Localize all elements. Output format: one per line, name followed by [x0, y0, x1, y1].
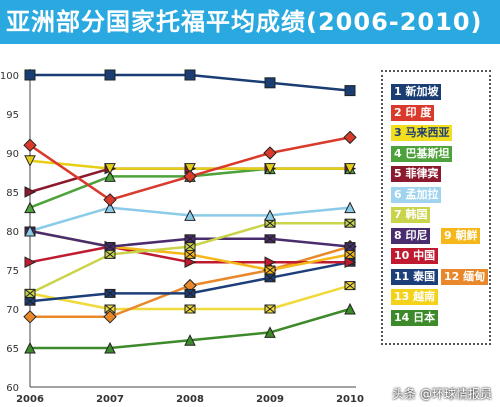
- y-tick-label: 60: [6, 383, 19, 394]
- y-tick-label: 100: [0, 71, 19, 82]
- legend-item: 10 中国: [391, 248, 439, 264]
- data-point: [24, 201, 36, 214]
- legend-item: 2 印 度: [391, 104, 435, 121]
- data-point: [344, 256, 357, 269]
- data-point: [104, 170, 116, 182]
- data-point: [184, 249, 196, 259]
- data-point: [24, 186, 37, 198]
- data-point: [103, 310, 117, 324]
- data-point: [184, 69, 196, 81]
- data-point: [104, 304, 116, 314]
- y-tick-label: 90: [6, 149, 19, 160]
- data-point: [344, 163, 356, 175]
- data-point: [24, 69, 36, 81]
- legend-item: 8 印尼: [391, 227, 431, 244]
- data-point: [104, 69, 116, 81]
- data-point: [184, 242, 196, 252]
- watermark: 头条 @环球情报员: [392, 387, 492, 401]
- data-point: [24, 224, 36, 237]
- data-point: [264, 273, 276, 283]
- legend-item: 9 朝鲜: [441, 227, 481, 244]
- data-point: [183, 169, 197, 184]
- data-point: [264, 256, 277, 269]
- legend-item: 1 新加坡: [391, 84, 442, 100]
- data-point: [23, 138, 37, 152]
- data-point: [344, 85, 356, 97]
- legend-item: 4 巴基斯坦: [391, 145, 453, 162]
- data-point: [344, 201, 356, 214]
- x-tick-label: 2010: [336, 394, 364, 405]
- legend-item: 14 日本: [391, 309, 439, 326]
- x-tick-label: 2009: [256, 394, 284, 405]
- data-point: [264, 265, 276, 275]
- data-point: [104, 163, 116, 175]
- chart-legend: 1 新加坡 2 印 度 3 马来西亚 4 巴基斯坦 5 菲律宾 6 孟加拉 7 韩国 8 印尼…: [381, 70, 491, 345]
- data-point: [104, 201, 116, 214]
- legend-item: 6 孟加拉: [391, 186, 442, 203]
- y-tick-label: 85: [6, 188, 19, 199]
- data-point: [264, 326, 276, 338]
- data-point: [24, 155, 36, 167]
- data-point: [263, 146, 277, 160]
- data-point: [184, 334, 196, 346]
- legend-item: 11 泰国: [391, 268, 439, 285]
- data-point: [184, 234, 196, 244]
- data-point: [264, 209, 276, 221]
- x-tick-label: 2006: [16, 394, 44, 405]
- line-chart: 60 65 70 75 80 85 90 95 100 2006 2007 2008 2009 2010: [0, 69, 364, 405]
- legend-item: 7 韩国: [391, 207, 431, 223]
- legend-item: 5 菲律宾: [391, 166, 442, 182]
- data-point: [184, 163, 196, 175]
- y-tick-label: 80: [6, 227, 19, 238]
- y-tick-label: 95: [6, 110, 19, 121]
- x-tick-label: 2008: [176, 394, 204, 405]
- y-tick-label: 70: [6, 305, 19, 316]
- data-point: [344, 302, 356, 315]
- data-point: [24, 288, 36, 298]
- legend-item: 3 马来西亚: [391, 125, 453, 141]
- data-point: [264, 77, 276, 89]
- data-point: [184, 209, 196, 221]
- data-point: [264, 304, 276, 314]
- data-point: [23, 310, 37, 324]
- data-point: [344, 281, 356, 291]
- legend-item: 12 缅甸: [441, 268, 489, 285]
- data-point: [104, 242, 116, 252]
- data-point: [343, 130, 357, 145]
- chart-title: 亚洲部分国家托福平均成绩(2006-2010): [0, 0, 500, 44]
- data-point: [24, 341, 36, 354]
- data-point: [344, 249, 356, 259]
- data-point: [24, 296, 36, 306]
- x-tick-label: 2007: [96, 394, 124, 405]
- data-point: [264, 234, 276, 244]
- data-point: [264, 163, 276, 175]
- y-tick-label: 75: [6, 266, 19, 277]
- data-point: [184, 288, 196, 298]
- data-point: [344, 218, 356, 228]
- y-tick-label: 65: [6, 344, 19, 355]
- data-point: [103, 193, 117, 207]
- data-point: [184, 304, 196, 314]
- data-point: [24, 256, 37, 269]
- legend-item: 13 越南: [391, 289, 439, 305]
- data-point: [104, 341, 116, 354]
- data-point: [104, 249, 116, 259]
- data-point: [184, 256, 197, 269]
- data-point: [344, 242, 356, 252]
- data-point: [104, 288, 116, 298]
